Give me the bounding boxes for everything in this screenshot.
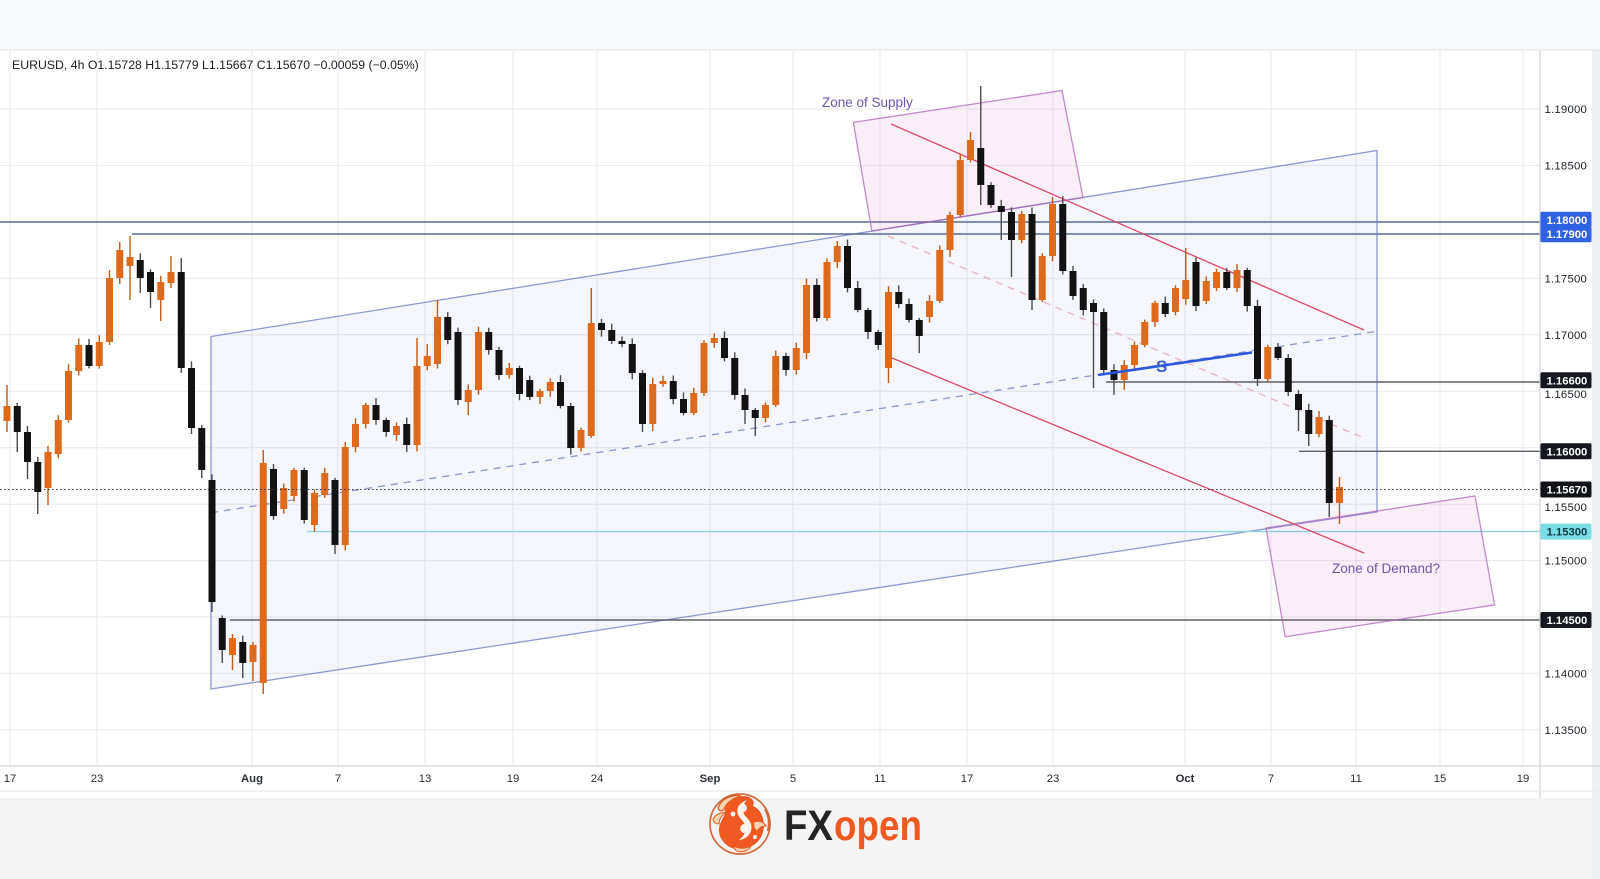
svg-text:11: 11: [1350, 773, 1362, 785]
svg-text:1.18500: 1.18500: [1545, 161, 1588, 173]
svg-text:1.17000: 1.17000: [1545, 330, 1588, 342]
svg-text:23: 23: [1047, 773, 1060, 785]
svg-text:1.13500: 1.13500: [1545, 725, 1588, 737]
svg-text:1.15500: 1.15500: [1545, 502, 1588, 514]
svg-text:FX: FX: [784, 802, 833, 850]
svg-text:S: S: [1156, 357, 1167, 376]
svg-text:1.17900: 1.17900: [1547, 229, 1588, 241]
svg-text:24: 24: [591, 773, 604, 785]
svg-text:1.16600: 1.16600: [1547, 375, 1588, 387]
svg-text:Zone of Supply: Zone of Supply: [822, 95, 913, 110]
svg-text:1.15300: 1.15300: [1547, 527, 1588, 539]
svg-text:1.19000: 1.19000: [1545, 104, 1588, 116]
svg-text:15: 15: [1434, 773, 1447, 785]
svg-text:17: 17: [4, 773, 17, 785]
svg-text:17: 17: [961, 773, 974, 785]
svg-text:1.15670: 1.15670: [1547, 485, 1588, 497]
svg-text:EURUSD, 4h O1.15728 H1.15779: EURUSD, 4h O1.15728 H1.15779 L1.15667 C1…: [12, 58, 419, 72]
svg-text:Oct: Oct: [1176, 773, 1195, 785]
svg-text:1.16500: 1.16500: [1545, 389, 1588, 401]
svg-text:open: open: [834, 802, 922, 850]
svg-text:11: 11: [874, 773, 886, 785]
svg-text:13: 13: [419, 773, 432, 785]
svg-text:23: 23: [91, 773, 104, 785]
svg-text:Sep: Sep: [700, 773, 721, 785]
svg-text:1.16000: 1.16000: [1547, 446, 1588, 458]
svg-text:19: 19: [1517, 773, 1530, 785]
svg-text:5: 5: [790, 773, 796, 785]
svg-text:1.14500: 1.14500: [1547, 615, 1588, 627]
svg-text:1.15000: 1.15000: [1545, 556, 1588, 568]
svg-text:Zone of Demand?: Zone of Demand?: [1332, 561, 1440, 576]
svg-text:19: 19: [507, 773, 520, 785]
svg-text:1.18000: 1.18000: [1547, 215, 1588, 227]
svg-text:1.17500: 1.17500: [1545, 273, 1588, 285]
svg-text:7: 7: [1268, 773, 1274, 785]
svg-text:7: 7: [335, 773, 341, 785]
svg-text:Aug: Aug: [241, 773, 263, 785]
svg-text:1.14000: 1.14000: [1545, 668, 1588, 680]
